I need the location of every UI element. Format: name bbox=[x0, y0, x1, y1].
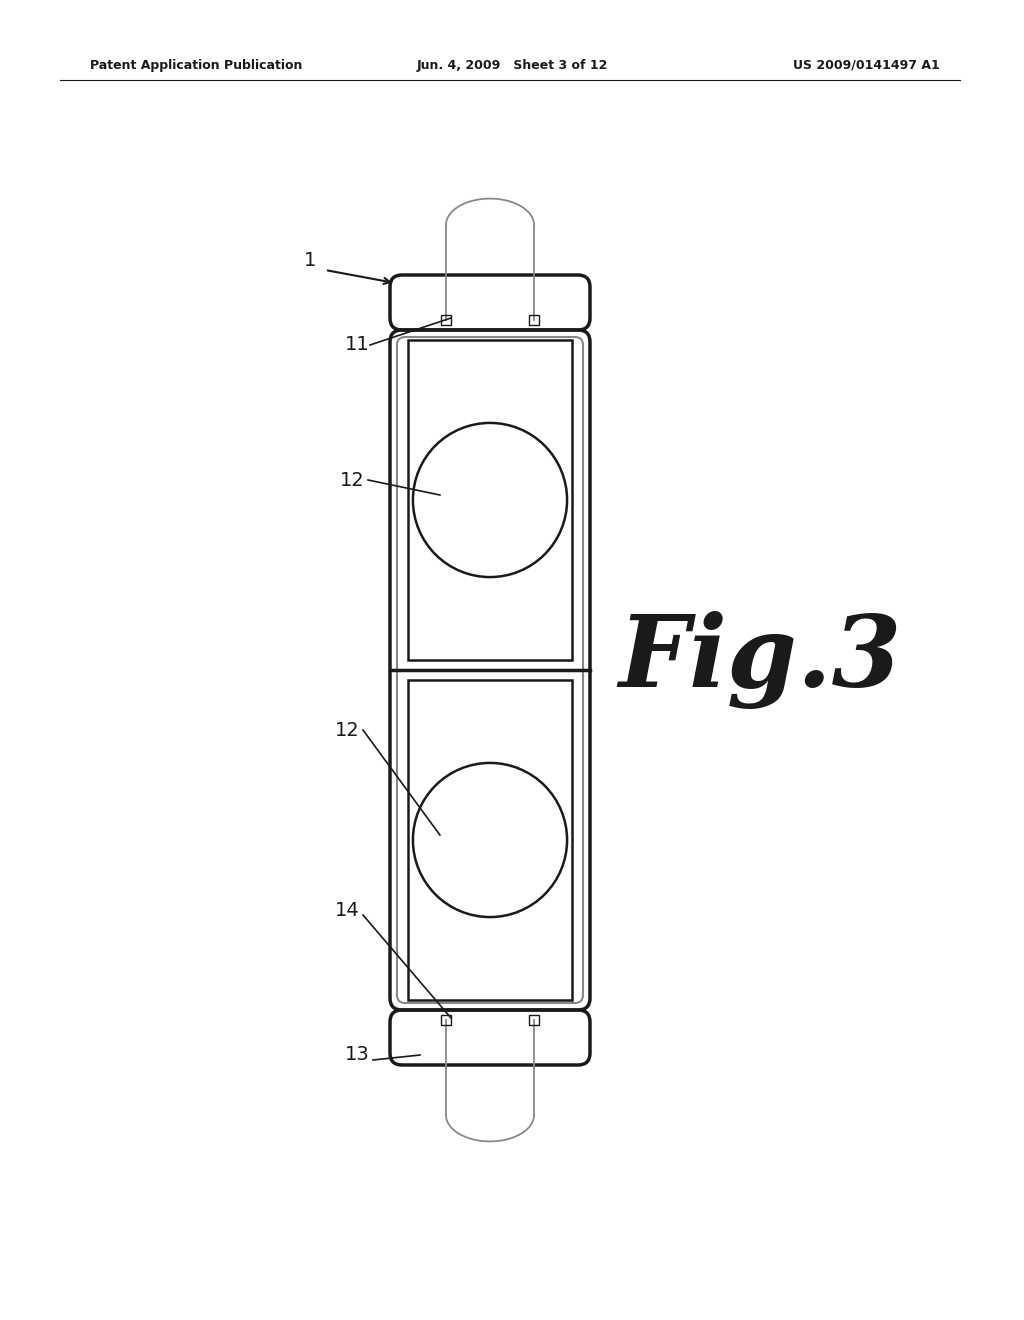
Bar bbox=[408, 680, 572, 1001]
Text: US 2009/0141497 A1: US 2009/0141497 A1 bbox=[794, 58, 940, 71]
Text: 12: 12 bbox=[335, 721, 359, 739]
Text: Fig.3: Fig.3 bbox=[618, 611, 902, 709]
Bar bbox=[408, 341, 572, 660]
Text: Jun. 4, 2009   Sheet 3 of 12: Jun. 4, 2009 Sheet 3 of 12 bbox=[417, 58, 607, 71]
Bar bbox=[441, 315, 451, 325]
Text: 14: 14 bbox=[335, 900, 359, 920]
Text: 11: 11 bbox=[345, 335, 370, 355]
Text: Patent Application Publication: Patent Application Publication bbox=[90, 58, 302, 71]
Bar bbox=[529, 315, 539, 325]
Bar bbox=[529, 1015, 539, 1026]
Text: 13: 13 bbox=[345, 1045, 370, 1064]
Bar bbox=[441, 1015, 451, 1026]
Text: 1: 1 bbox=[304, 251, 316, 269]
Text: 12: 12 bbox=[340, 470, 365, 490]
